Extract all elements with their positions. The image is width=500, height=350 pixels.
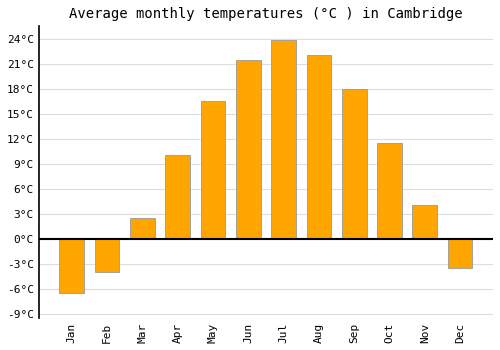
Bar <box>412 205 437 239</box>
Bar <box>271 41 296 239</box>
Bar <box>377 143 402 239</box>
Title: Average monthly temperatures (°C ) in Cambridge: Average monthly temperatures (°C ) in Ca… <box>69 7 462 21</box>
Bar <box>236 60 260 239</box>
Bar <box>60 239 84 293</box>
Bar <box>94 239 120 272</box>
Bar <box>130 218 155 239</box>
Bar <box>166 155 190 239</box>
Bar <box>448 239 472 268</box>
Bar <box>306 55 331 239</box>
Bar <box>200 101 226 239</box>
Bar <box>342 89 366 239</box>
